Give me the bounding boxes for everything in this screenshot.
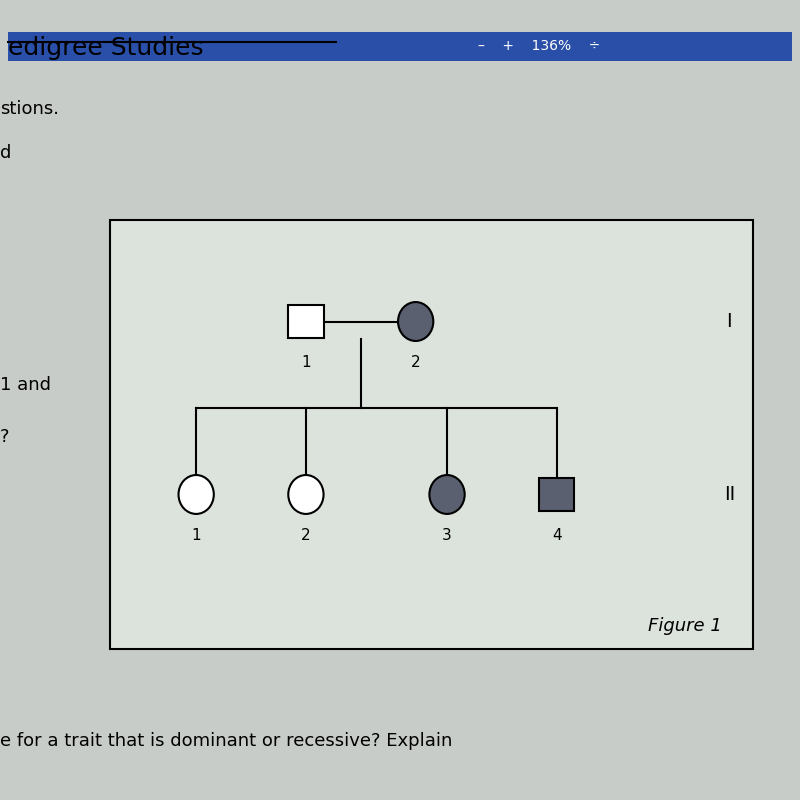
Text: edigree Studies: edigree Studies	[8, 36, 204, 60]
Text: d: d	[0, 144, 11, 162]
Bar	[539, 478, 574, 511]
Text: 2: 2	[301, 528, 310, 543]
Ellipse shape	[430, 475, 465, 514]
Text: 1 and: 1 and	[0, 376, 51, 394]
Bar	[288, 305, 323, 338]
Text: 1: 1	[301, 355, 310, 370]
Text: 4: 4	[552, 528, 562, 543]
Text: ?: ?	[0, 428, 10, 446]
Text: II: II	[724, 485, 735, 504]
Text: e for a trait that is dominant or recessive? Explain: e for a trait that is dominant or recess…	[0, 732, 452, 750]
Text: –    +    136%    ÷: – + 136% ÷	[478, 38, 601, 53]
Bar	[8, 32, 792, 61]
Text: 3: 3	[442, 528, 452, 543]
Text: I: I	[726, 312, 732, 331]
Text: Figure 1: Figure 1	[647, 617, 722, 635]
Ellipse shape	[398, 302, 434, 341]
Bar	[110, 220, 753, 649]
Ellipse shape	[178, 475, 214, 514]
Text: 1: 1	[191, 528, 201, 543]
Text: 2: 2	[411, 355, 421, 370]
Text: stions.: stions.	[0, 100, 59, 118]
Ellipse shape	[288, 475, 323, 514]
